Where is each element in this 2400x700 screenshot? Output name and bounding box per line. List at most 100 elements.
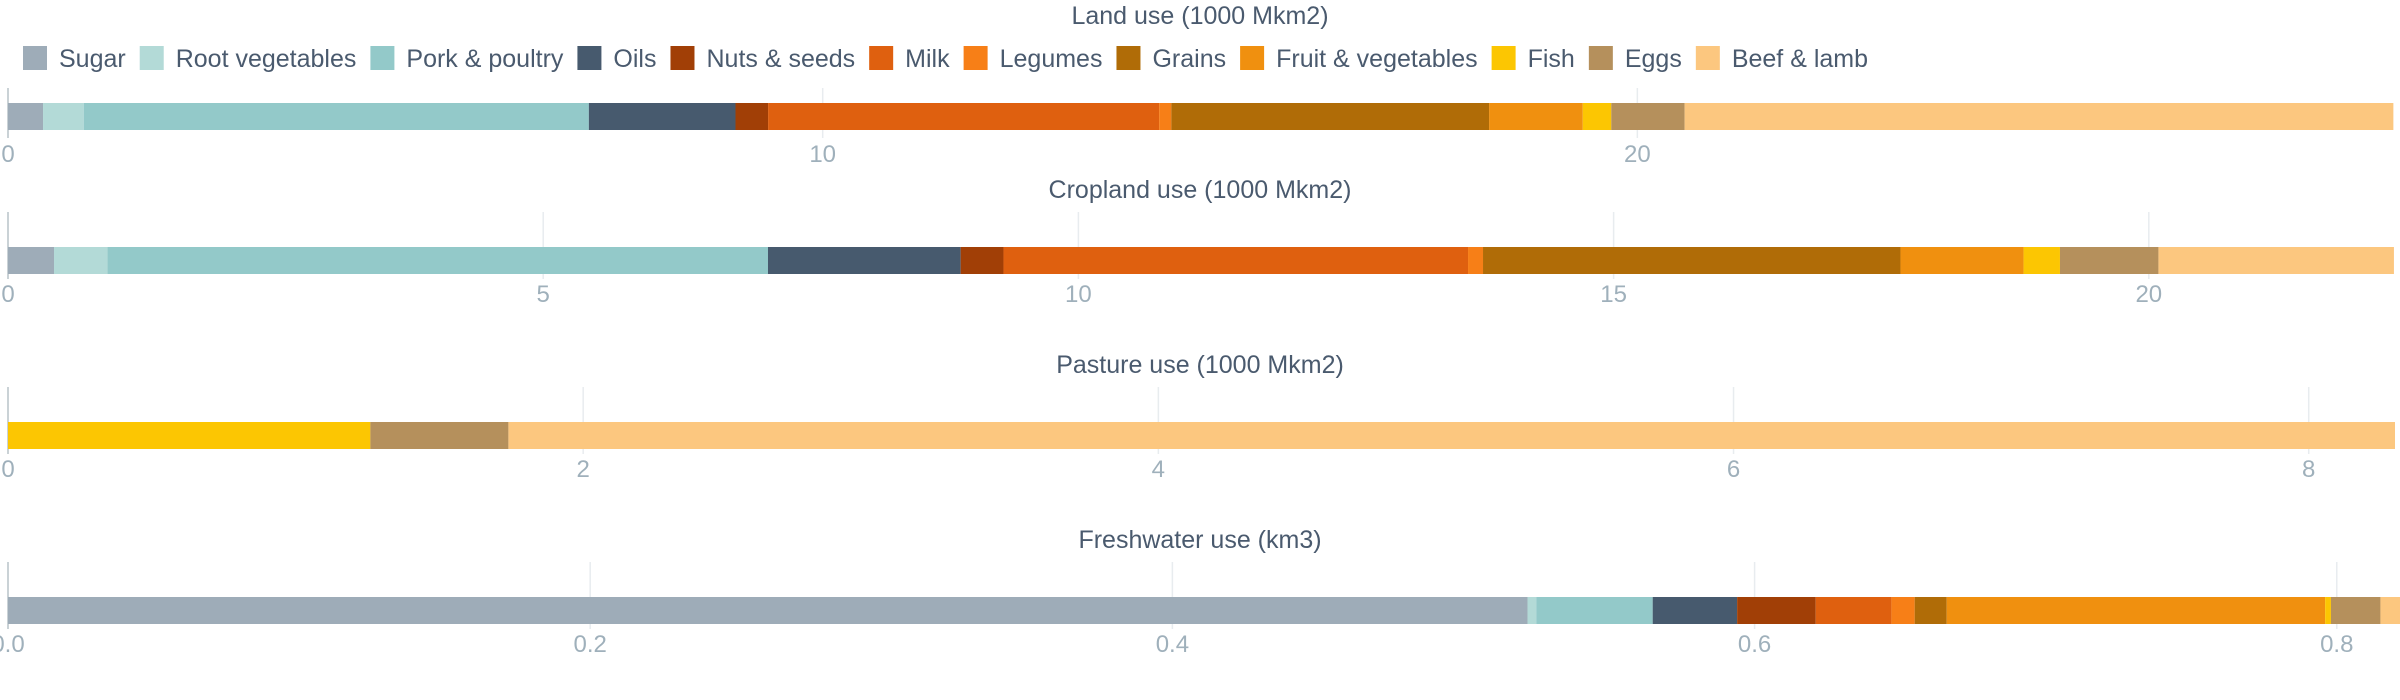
legend: Sugar Root vegetables Pork & poultry Oils Nu…: [23, 45, 1868, 73]
panel-title: Land use (1000 Mkm2): [1071, 2, 1328, 30]
legend-swatch-beef-and-lamb: [1695, 46, 1720, 70]
legend-item-grains: Grains: [1116, 45, 1226, 73]
legend-label-nuts-and-seeds: Nuts & seeds: [706, 45, 855, 73]
bar-segment-nuts-and-seeds: [735, 103, 769, 130]
legend-swatch-sugar: [23, 46, 47, 70]
bar-segment-sugar: [8, 597, 1528, 624]
bar-segment-root-vegetables: [54, 247, 108, 274]
bar-segment-fish: [2023, 247, 2060, 274]
bar-segment-pork-and-poultry: [83, 103, 589, 130]
legend-swatch-milk: [869, 46, 894, 70]
bar-segment-legumes: [1468, 247, 1484, 274]
legend-label-root-vegetables: Root vegetables: [176, 45, 357, 73]
tick-label: 20: [1624, 141, 1651, 168]
tick-label: 0: [1, 456, 14, 483]
bar-segment-grains: [1171, 103, 1490, 130]
legend-label-eggs: Eggs: [1625, 45, 1682, 73]
legend-item-fish: Fish: [1491, 45, 1575, 73]
bar-segment-sugar: [8, 103, 44, 130]
legend-item-pork-and-poultry: Pork & poultry: [370, 45, 564, 73]
tick-label: 0: [1, 281, 14, 308]
legend-item-sugar: Sugar: [23, 45, 126, 73]
bar-segment-milk: [1815, 597, 1892, 624]
tick-label: 15: [1600, 281, 1627, 308]
legend-label-beef-and-lamb: Beef & lamb: [1732, 45, 1868, 73]
tick-label: 0.4: [1156, 631, 1189, 658]
legend-item-eggs: Eggs: [1588, 45, 1682, 73]
bar-segment-fruit-and-vegetables: [1946, 597, 2326, 624]
bar-segment-pork-and-poultry: [1536, 597, 1653, 624]
tick-label: 2: [577, 456, 590, 483]
bar-segment-beef-and-lamb: [508, 422, 2395, 449]
bar-segment-root-vegetables: [43, 103, 84, 130]
tick-label: 0.2: [574, 631, 607, 658]
legend-label-grains: Grains: [1152, 45, 1226, 73]
legend-swatch-fish: [1491, 46, 1516, 70]
panel-title: Freshwater use (km3): [1078, 526, 1321, 554]
panel-land-use-1000-mkm2: Land use (1000 Mkm2) 0 10 20: [1, 2, 2394, 168]
bar-segment-sugar: [8, 247, 55, 274]
bar-segment-nuts-and-seeds: [1737, 597, 1816, 624]
tick-label: 0.0: [0, 631, 25, 658]
legend-item-fruit-and-vegetables: Fruit & vegetables: [1240, 45, 1478, 73]
legend-label-fruit-and-vegetables: Fruit & vegetables: [1276, 45, 1478, 73]
bar-segment-milk: [768, 103, 1160, 130]
bar-segment-fish: [1582, 103, 1612, 130]
panel-freshwater-use-km3: Freshwater use (km3) 0.0 0.2 0.4 0.6 0.8: [0, 526, 2400, 658]
tick-label: 0.8: [2320, 631, 2353, 658]
legend-swatch-pork-and-poultry: [370, 46, 395, 70]
tick-label: 20: [2135, 281, 2162, 308]
legend-swatch-grains: [1116, 46, 1141, 70]
panel-title: Pasture use (1000 Mkm2): [1056, 351, 1344, 379]
bar-segment-pork-and-poultry: [107, 247, 768, 274]
bar-segment-nuts-and-seeds: [960, 247, 1004, 274]
bar-segment-beef-and-lamb: [1684, 103, 2394, 130]
bar-segment-milk: [1003, 247, 1469, 274]
bar-segment-fruit-and-vegetables: [1489, 103, 1583, 130]
legend-swatch-fruit-and-vegetables: [1240, 46, 1265, 70]
bar-segment-fish: [2325, 597, 2331, 624]
legend-swatch-legumes: [963, 46, 988, 70]
bar-segment-eggs: [2059, 247, 2159, 274]
bar-segment-grains: [1914, 597, 1947, 624]
tick-label: 0: [1, 141, 14, 168]
tick-label: 0.6: [1738, 631, 1771, 658]
legend-label-fish: Fish: [1528, 45, 1575, 73]
panel-title: Cropland use (1000 Mkm2): [1049, 176, 1352, 204]
legend-item-milk: Milk: [869, 45, 950, 73]
legend-item-beef-and-lamb: Beef & lamb: [1695, 45, 1868, 73]
tick-label: 10: [809, 141, 836, 168]
legend-item-root-vegetables: Root vegetables: [139, 45, 357, 73]
panel-pasture-use-1000-mkm2: Pasture use (1000 Mkm2) 0 2 4 6 8: [1, 351, 2395, 483]
bar-segment-eggs: [370, 422, 509, 449]
bar-segment-eggs: [1611, 103, 1685, 130]
tick-label: 6: [1727, 456, 1740, 483]
legend-swatch-root-vegetables: [139, 46, 164, 70]
legend-swatch-oils: [577, 46, 602, 70]
legend-item-nuts-and-seeds: Nuts & seeds: [670, 45, 855, 73]
legend-item-legumes: Legumes: [963, 45, 1103, 73]
tick-label: 8: [2302, 456, 2315, 483]
bar-segment-legumes: [1891, 597, 1915, 624]
bar-segment-root-vegetables: [1527, 597, 1537, 624]
legend-label-sugar: Sugar: [59, 45, 126, 73]
tick-label: 10: [1065, 281, 1092, 308]
legend-label-pork-and-poultry: Pork & poultry: [406, 45, 564, 73]
bar-segment-oils: [767, 247, 961, 274]
bar-segment-oils: [1652, 597, 1738, 624]
bar-segment-grains: [1483, 247, 1901, 274]
bar-segment-eggs: [2330, 597, 2381, 624]
tick-label: 5: [537, 281, 550, 308]
legend-label-milk: Milk: [905, 45, 950, 73]
legend-label-legumes: Legumes: [1000, 45, 1103, 73]
panel-cropland-use-1000-mkm2: Cropland use (1000 Mkm2) 0 5 10 15 20: [1, 176, 2394, 308]
bar-segment-beef-and-lamb: [2380, 597, 2400, 624]
legend-swatch-nuts-and-seeds: [670, 46, 695, 70]
bar-segment-fruit-and-vegetables: [1900, 247, 2024, 274]
tick-label: 4: [1152, 456, 1165, 483]
bar-segment-oils: [588, 103, 736, 130]
bar-segment-legumes: [1159, 103, 1172, 130]
legend-swatch-eggs: [1588, 46, 1613, 70]
legend-item-oils: Oils: [577, 45, 656, 73]
